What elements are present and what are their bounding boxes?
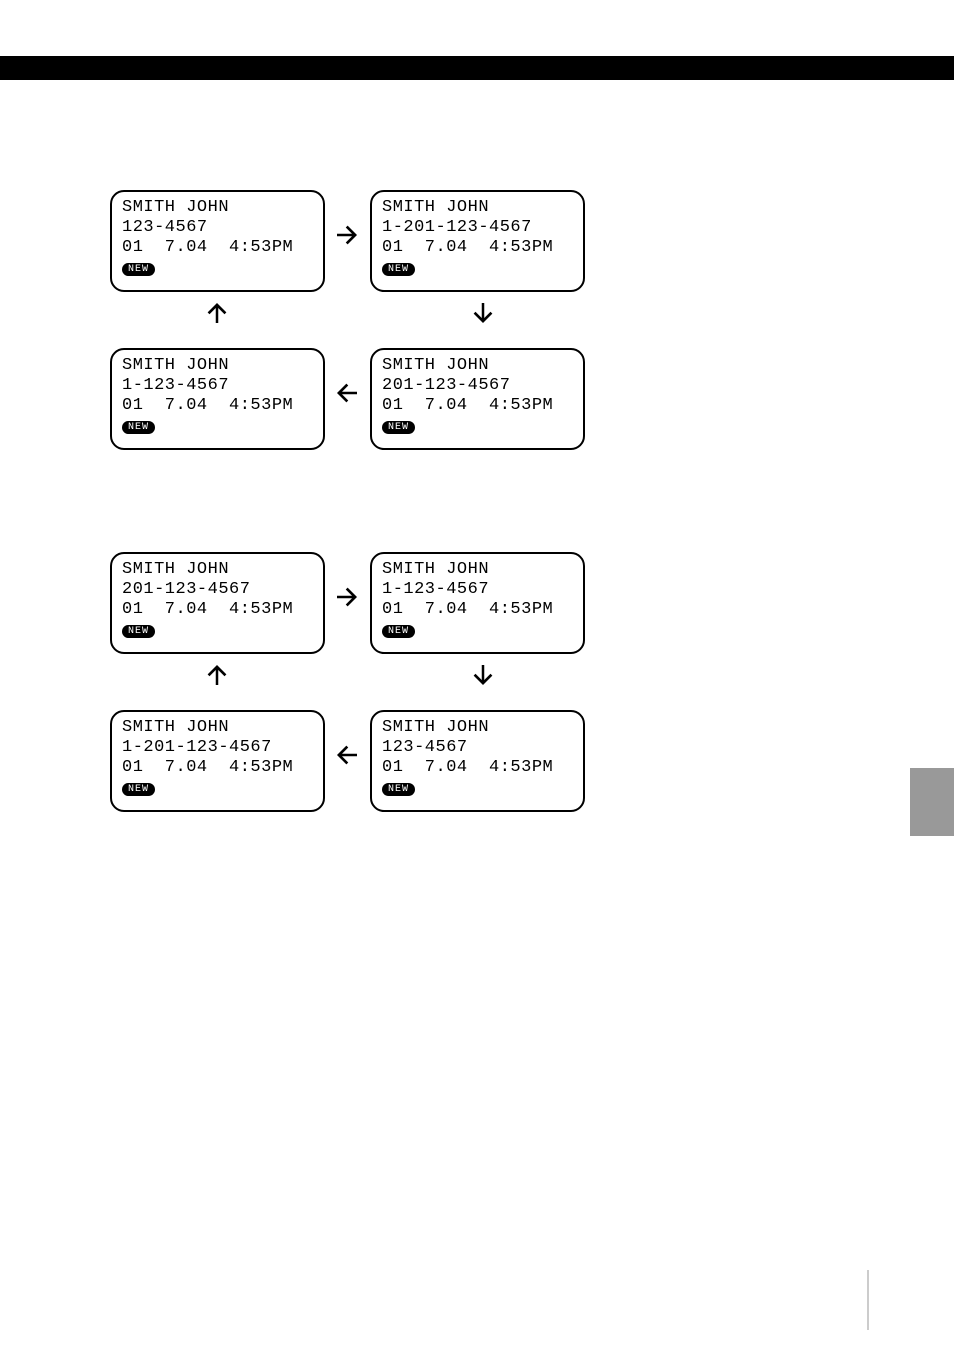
call-info: 01 7.04 4:53PM bbox=[122, 396, 313, 416]
caller-number: 1-201-123-4567 bbox=[382, 218, 573, 238]
call-info: 01 7.04 4:53PM bbox=[122, 238, 313, 258]
lcd-screen-1-tr: SMITH JOHN 1-201-123-4567 01 7.04 4:53PM… bbox=[370, 190, 585, 292]
arrow-down-icon bbox=[468, 660, 498, 698]
lcd-screen-2-br: SMITH JOHN 123-4567 01 7.04 4:53PM NEW bbox=[370, 710, 585, 812]
caller-number: 1-201-123-4567 bbox=[122, 738, 313, 758]
new-badge: NEW bbox=[122, 783, 155, 796]
page-thumb-tab bbox=[910, 768, 954, 836]
caller-number: 1-123-4567 bbox=[122, 376, 313, 396]
lcd-screen-1-tl: SMITH JOHN 123-4567 01 7.04 4:53PM NEW bbox=[110, 190, 325, 292]
arrow-up-icon bbox=[202, 298, 232, 336]
arrow-right-icon bbox=[332, 582, 362, 620]
caller-number: 201-123-4567 bbox=[382, 376, 573, 396]
arrow-left-icon bbox=[332, 740, 362, 778]
arrow-up-icon bbox=[202, 660, 232, 698]
new-badge: NEW bbox=[122, 625, 155, 638]
lcd-screen-1-bl: SMITH JOHN 1-123-4567 01 7.04 4:53PM NEW bbox=[110, 348, 325, 450]
new-badge: NEW bbox=[382, 783, 415, 796]
flow-diagram-2: SMITH JOHN 201-123-4567 01 7.04 4:53PM N… bbox=[110, 552, 610, 832]
caller-name: SMITH JOHN bbox=[382, 198, 573, 218]
lcd-screen-2-tl: SMITH JOHN 201-123-4567 01 7.04 4:53PM N… bbox=[110, 552, 325, 654]
new-badge: NEW bbox=[122, 421, 155, 434]
caller-name: SMITH JOHN bbox=[122, 718, 313, 738]
call-info: 01 7.04 4:53PM bbox=[382, 238, 573, 258]
caller-name: SMITH JOHN bbox=[122, 356, 313, 376]
call-info: 01 7.04 4:53PM bbox=[382, 758, 573, 778]
caller-number: 1-123-4567 bbox=[382, 580, 573, 600]
header-black-bar bbox=[0, 56, 954, 80]
caller-name: SMITH JOHN bbox=[382, 718, 573, 738]
call-info: 01 7.04 4:53PM bbox=[122, 758, 313, 778]
call-info: 01 7.04 4:53PM bbox=[382, 600, 573, 620]
caller-name: SMITH JOHN bbox=[382, 356, 573, 376]
call-info: 01 7.04 4:53PM bbox=[382, 396, 573, 416]
flow-diagram-1: SMITH JOHN 123-4567 01 7.04 4:53PM NEW S… bbox=[110, 190, 610, 470]
caller-name: SMITH JOHN bbox=[122, 560, 313, 580]
new-badge: NEW bbox=[382, 421, 415, 434]
lcd-screen-2-bl: SMITH JOHN 1-201-123-4567 01 7.04 4:53PM… bbox=[110, 710, 325, 812]
new-badge: NEW bbox=[382, 625, 415, 638]
caller-name: SMITH JOHN bbox=[122, 198, 313, 218]
lcd-screen-2-tr: SMITH JOHN 1-123-4567 01 7.04 4:53PM NEW bbox=[370, 552, 585, 654]
arrow-left-icon bbox=[332, 378, 362, 416]
arrow-down-icon bbox=[468, 298, 498, 336]
new-badge: NEW bbox=[122, 263, 155, 276]
call-info: 01 7.04 4:53PM bbox=[122, 600, 313, 620]
caller-number: 123-4567 bbox=[122, 218, 313, 238]
arrow-right-icon bbox=[332, 220, 362, 258]
caller-number: 201-123-4567 bbox=[122, 580, 313, 600]
caller-number: 123-4567 bbox=[382, 738, 573, 758]
caller-name: SMITH JOHN bbox=[382, 560, 573, 580]
page-edge-marker bbox=[867, 1270, 869, 1330]
lcd-screen-1-br: SMITH JOHN 201-123-4567 01 7.04 4:53PM N… bbox=[370, 348, 585, 450]
new-badge: NEW bbox=[382, 263, 415, 276]
